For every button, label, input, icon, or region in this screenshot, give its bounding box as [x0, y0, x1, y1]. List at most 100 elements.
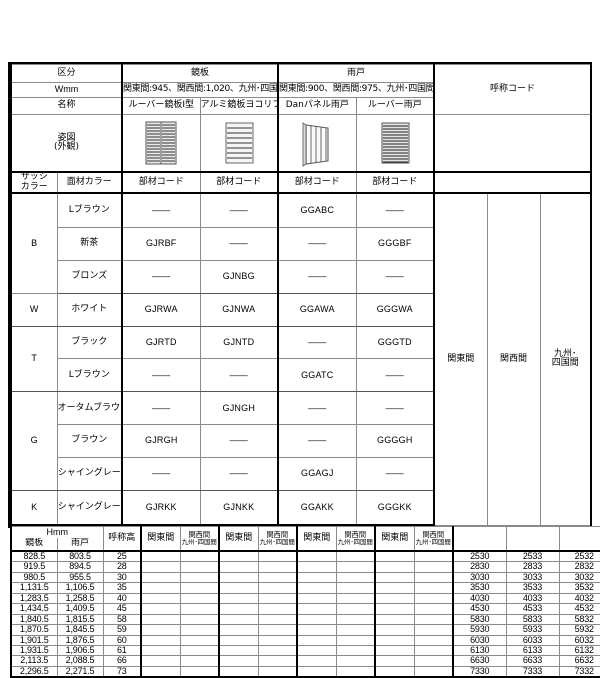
cell-blank [257, 571, 298, 584]
group-amado-name: 雨戸 [277, 64, 435, 83]
part-code-label-3: 部材コード [355, 171, 435, 194]
cell-blank [179, 613, 220, 626]
size-header-top: Hmm 呼称高 関東間 関西間 九州･四国間 関東間 関西間 九州･四国間 関東… [10, 526, 600, 552]
cell-blank [335, 665, 376, 678]
code-kansai: 5933 [505, 624, 560, 636]
part-code: —— [121, 457, 201, 491]
face-color: ブロンズ [56, 259, 123, 294]
cell-blank [335, 603, 376, 615]
part-code: GJNKK [199, 489, 279, 526]
cell-blank [179, 582, 220, 594]
cell-blank [218, 613, 259, 626]
cell-blank [413, 644, 454, 657]
code-kyushu: 7332 [558, 665, 600, 678]
part-code: —— [199, 226, 279, 261]
cell-blank [296, 603, 337, 615]
cell-blank [413, 655, 454, 667]
code-col-line2: 四国間 [551, 358, 579, 369]
cell-blank [179, 624, 220, 636]
amado-h: 1,845.5 [56, 624, 104, 636]
cell-blank [257, 582, 298, 594]
cell-blank [257, 550, 298, 563]
cell-blank [218, 634, 259, 646]
cell-blank [413, 603, 454, 615]
cell-blank [374, 603, 415, 615]
product-name-1: アルミ鏡板ヨコリブ [199, 97, 279, 115]
cell-blank [140, 582, 181, 594]
sash-color-t: T [10, 325, 58, 393]
amado-h: 1,876.5 [56, 634, 104, 646]
cell-blank [413, 634, 454, 646]
table-row: 919.5 894.5 28 2830 2833 2832 [10, 561, 600, 573]
kosho-h: 73 [102, 665, 142, 678]
code-kansai: 3533 [505, 582, 560, 594]
cell-blank [335, 550, 376, 563]
code-kyushu: 2832 [558, 561, 600, 573]
part-code: —— [355, 191, 435, 228]
kansai-line: 関西間 [344, 530, 367, 540]
face-color: ホワイト [56, 292, 123, 327]
cell-blank [140, 655, 181, 667]
kanto-label-2: 関東間 [296, 526, 337, 552]
group-kagamiita-name: 鏡板 [121, 64, 279, 83]
sash-color-label-line1: サッシ [20, 172, 48, 183]
cell-blank [413, 592, 454, 605]
part-code: —— [121, 391, 201, 426]
code-kansai: 5833 [505, 613, 560, 626]
sash-color-w: W [10, 292, 58, 327]
row-division: 区分 鏡板 雨戸 呼称コード [9, 64, 593, 115]
cell-blank [374, 655, 415, 667]
code-kanto: 4030 [452, 592, 507, 605]
face-color: ブラウン [56, 424, 123, 459]
cell-blank [374, 550, 415, 563]
sash-color-g: G [10, 391, 58, 491]
cell-blank [413, 582, 454, 594]
width-label: Wmm [9, 82, 123, 98]
kagamiita-h: 828.5 [10, 550, 58, 563]
table-row: 1,840.5 1,815.5 58 5830 5833 5832 [10, 613, 600, 626]
code-col-kyushu-shikoku: 九州･ 四国間 [539, 192, 593, 526]
cell-blank [179, 550, 220, 563]
product-name-3: ルーバー雨戸 [355, 97, 435, 115]
cell-blank [218, 561, 259, 573]
amado-h: 803.5 [56, 550, 104, 563]
part-code: GGGKK [355, 489, 435, 526]
division-label: 区分 [9, 64, 123, 83]
code-col-line1: 九州･ [554, 348, 577, 359]
table-row: 828.5 803.5 25 2530 2533 2532 [10, 550, 600, 563]
face-color: Lブラウン [56, 191, 123, 228]
code-header-blank [433, 171, 593, 194]
cell-blank [140, 634, 181, 646]
cell-blank [335, 571, 376, 584]
row-color-header: サッシ カラー 面材カラー 部材コード 部材コード 部材コード 部材コード [10, 171, 593, 194]
code-kyushu: 6632 [558, 655, 600, 667]
cell-blank [179, 561, 220, 573]
kansai-label-0: 関西間 九州･四国間 [179, 526, 220, 552]
cell-blank [374, 644, 415, 657]
cell-blank [179, 592, 220, 605]
cell-blank [257, 592, 298, 605]
product-name-0: ルーバー鏡板I型 [121, 97, 201, 115]
dan-panel-shutter-icon [302, 122, 329, 167]
cell-blank [296, 665, 337, 678]
code-kyushu: 2532 [558, 550, 600, 563]
cell-blank [179, 571, 220, 584]
code-col-kansai: 関西間 [486, 192, 541, 526]
cell-blank [218, 644, 259, 657]
part-code: GJRBF [121, 226, 201, 261]
part-code: —— [121, 358, 201, 393]
code-label: 呼称コード [433, 64, 593, 115]
cell-blank [335, 592, 376, 605]
part-code: —— [277, 424, 357, 459]
code-kansai: 6133 [505, 644, 560, 657]
name-label: 名称 [9, 97, 123, 115]
kosho-h: 40 [102, 592, 142, 605]
kagamiita-h: 2,113.5 [10, 655, 58, 667]
amado-h: 1,409.5 [56, 603, 104, 615]
cell-blank [296, 613, 337, 626]
kagamiita-h: 1,131.5 [10, 582, 58, 594]
cell-blank [335, 613, 376, 626]
table-row: 新茶 GJRBF —— —— GGGBF [11, 226, 591, 261]
table-row: W ホワイト GJRWA GJNWA GGAWA GGGWA [10, 292, 591, 327]
part-code: GGGGH [355, 424, 435, 459]
